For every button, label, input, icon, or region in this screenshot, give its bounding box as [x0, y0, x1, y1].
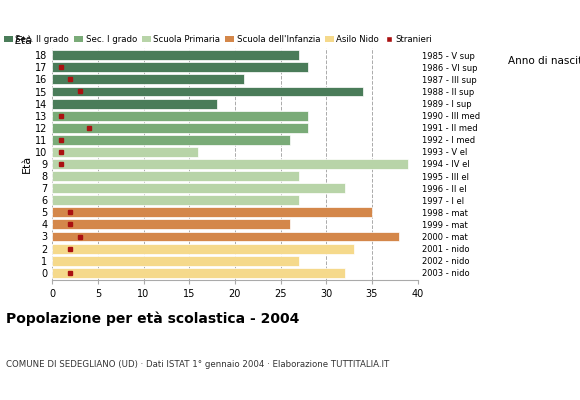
Bar: [52, 220, 289, 229]
Text: Età: Età: [14, 36, 32, 46]
Bar: [52, 111, 308, 121]
Text: Anno di nascita: Anno di nascita: [508, 56, 580, 66]
Bar: [52, 74, 244, 84]
Bar: [52, 171, 299, 181]
Bar: [52, 135, 289, 145]
Bar: [52, 256, 299, 266]
Bar: [52, 207, 372, 217]
Bar: [52, 99, 217, 108]
Text: COMUNE DI SEDEGLIANO (UD) · Dati ISTAT 1° gennaio 2004 · Elaborazione TUTTITALIA: COMUNE DI SEDEGLIANO (UD) · Dati ISTAT 1…: [6, 360, 389, 369]
Text: Popolazione per età scolastica - 2004: Popolazione per età scolastica - 2004: [6, 312, 299, 326]
Y-axis label: Età: Età: [22, 155, 32, 173]
Bar: [52, 123, 308, 133]
Legend: Sec. II grado, Sec. I grado, Scuola Primaria, Scuola dell'Infanzia, Asilo Nido, : Sec. II grado, Sec. I grado, Scuola Prim…: [4, 35, 432, 44]
Bar: [52, 183, 345, 193]
Bar: [52, 147, 198, 157]
Bar: [52, 268, 345, 278]
Bar: [52, 62, 308, 72]
Bar: [52, 86, 363, 96]
Bar: [52, 232, 399, 242]
Bar: [52, 50, 299, 60]
Bar: [52, 159, 408, 169]
Bar: [52, 244, 354, 254]
Bar: [52, 195, 299, 205]
